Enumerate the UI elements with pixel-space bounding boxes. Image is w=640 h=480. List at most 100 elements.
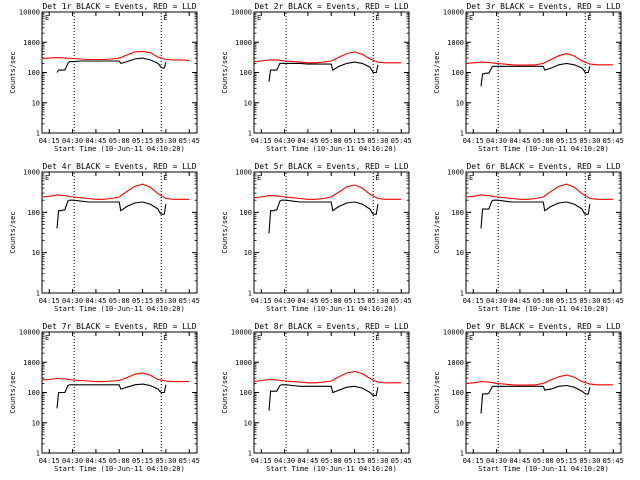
chart-panel-7: Det 7r BLACK = Events, RED = LLD 1 10 100 10… <box>9 322 200 473</box>
y-axis-label: Counts/sec <box>9 211 17 253</box>
y-tick-label: 100 <box>239 389 252 397</box>
series-line-lld <box>41 183 190 200</box>
x-tick-label: 05:15 <box>344 137 365 145</box>
x-axis-label: Start Time (10-Jun-11 04:10:20) <box>478 145 609 153</box>
x-tick-label: 04:15 <box>251 137 272 145</box>
x-axis-label: Start Time (10-Jun-11 04:10:20) <box>54 465 185 473</box>
x-tick-label: 05:15 <box>556 137 577 145</box>
chart-panel-1: Det 1r BLACK = Events, RED = LLD 1 10 100 10… <box>9 2 200 153</box>
x-tick-label: 05:00 <box>321 137 342 145</box>
series-line-events <box>268 384 379 411</box>
x-tick-label: 04:15 <box>39 297 60 305</box>
series-line-lld <box>253 184 402 200</box>
x-tick-label: 05:15 <box>132 297 153 305</box>
y-tick-label: 1000 <box>23 359 40 367</box>
x-tick-label: 05:00 <box>533 457 554 465</box>
y-tick-label: 10 <box>456 249 464 257</box>
y-tick-label: 1000 <box>23 39 40 47</box>
series-line-lld <box>253 370 402 384</box>
y-axis-label: Counts/sec <box>433 211 441 253</box>
x-tick-label: 04:45 <box>509 297 530 305</box>
x-tick-label: 05:45 <box>603 297 624 305</box>
y-tick-label: 1 <box>36 450 40 458</box>
y-axis-label: Counts/sec <box>221 371 229 413</box>
series-line-lld <box>41 372 190 383</box>
y-axis-label: Counts/sec <box>433 51 441 93</box>
series-line-events <box>268 61 379 82</box>
plot-frame <box>465 171 622 294</box>
x-tick-label: 05:15 <box>556 297 577 305</box>
marker-e-label: E <box>45 334 49 342</box>
x-tick-label: 05:00 <box>321 457 342 465</box>
series-line-events <box>268 199 379 234</box>
y-axis-label: Counts/sec <box>221 51 229 93</box>
x-tick-label: 04:30 <box>62 137 83 145</box>
chart-panel-5: Det 5r BLACK = Events, RED = LLD 1 10 100 10… <box>221 162 412 313</box>
x-tick-label: 04:45 <box>297 137 318 145</box>
marker-e-label: E <box>257 14 261 22</box>
plot-frame <box>41 171 198 294</box>
y-tick-label: 10000 <box>19 9 40 17</box>
x-tick-label: 04:30 <box>486 137 507 145</box>
x-tick-label: 05:00 <box>109 297 130 305</box>
y-axis-label: Counts/sec <box>221 211 229 253</box>
plot-frame <box>253 171 410 294</box>
y-tick-label: 1 <box>460 290 464 298</box>
marker-e-label: E <box>45 174 49 182</box>
x-tick-label: 05:45 <box>391 457 412 465</box>
y-tick-label: 100 <box>27 209 40 217</box>
x-tick-label: 05:45 <box>603 457 624 465</box>
y-tick-label: 100 <box>451 389 464 397</box>
marker-e-label: E <box>257 334 261 342</box>
series-line-events <box>56 57 167 73</box>
y-tick-label: 100 <box>451 209 464 217</box>
series-line-lld <box>465 53 614 66</box>
marker-e-label: E <box>587 174 591 182</box>
series-line-events <box>480 384 591 414</box>
marker-e-label: E <box>469 174 473 182</box>
y-tick-label: 10 <box>244 99 252 107</box>
x-tick-label: 04:15 <box>463 457 484 465</box>
y-tick-label: 10 <box>244 419 252 427</box>
x-tick-label: 04:30 <box>274 297 295 305</box>
x-tick-label: 05:15 <box>132 137 153 145</box>
x-tick-label: 04:30 <box>62 297 83 305</box>
x-axis-label: Start Time (10-Jun-11 04:10:20) <box>266 145 397 153</box>
chart-title: Det 9r BLACK = Events, RED = LLD <box>466 322 620 331</box>
chart-panel-4: Det 4r BLACK = Events, RED = LLD 1 10 100 10… <box>9 162 200 313</box>
x-axis-label: Start Time (10-Jun-11 04:10:20) <box>478 305 609 313</box>
x-tick-label: 05:45 <box>179 137 200 145</box>
x-tick-label: 05:00 <box>109 457 130 465</box>
x-tick-label: 05:45 <box>179 297 200 305</box>
y-tick-label: 1 <box>36 290 40 298</box>
y-tick-label: 10 <box>456 99 464 107</box>
y-tick-label: 100 <box>27 69 40 77</box>
y-axis-label: Counts/sec <box>9 371 17 413</box>
x-tick-label: 05:30 <box>367 297 388 305</box>
y-tick-label: 1000 <box>447 39 464 47</box>
x-tick-label: 05:00 <box>533 137 554 145</box>
chart-panel-9: Det 9r BLACK = Events, RED = LLD 1 10 100 10… <box>433 322 624 473</box>
y-tick-label: 10 <box>32 99 40 107</box>
x-tick-label: 05:45 <box>391 137 412 145</box>
y-tick-label: 1 <box>460 450 464 458</box>
chart-title: Det 3r BLACK = Events, RED = LLD <box>466 2 620 11</box>
x-axis-label: Start Time (10-Jun-11 04:10:20) <box>54 305 185 313</box>
chart-title: Det 5r BLACK = Events, RED = LLD <box>254 162 408 171</box>
x-axis-label: Start Time (10-Jun-11 04:10:20) <box>478 465 609 473</box>
x-tick-label: 04:15 <box>463 297 484 305</box>
marker-e-label: E <box>587 14 591 22</box>
y-tick-label: 1000 <box>235 39 252 47</box>
marker-e-label: E <box>163 334 167 342</box>
y-tick-label: 10 <box>32 249 40 257</box>
x-tick-label: 04:45 <box>297 457 318 465</box>
series-line-events <box>480 62 591 87</box>
x-tick-label: 05:30 <box>155 137 176 145</box>
y-tick-label: 10 <box>456 419 464 427</box>
x-tick-label: 05:45 <box>603 137 624 145</box>
x-tick-label: 05:30 <box>579 297 600 305</box>
x-tick-label: 05:30 <box>367 137 388 145</box>
y-tick-label: 10 <box>244 249 252 257</box>
x-tick-label: 05:15 <box>556 457 577 465</box>
y-tick-label: 1000 <box>447 359 464 367</box>
